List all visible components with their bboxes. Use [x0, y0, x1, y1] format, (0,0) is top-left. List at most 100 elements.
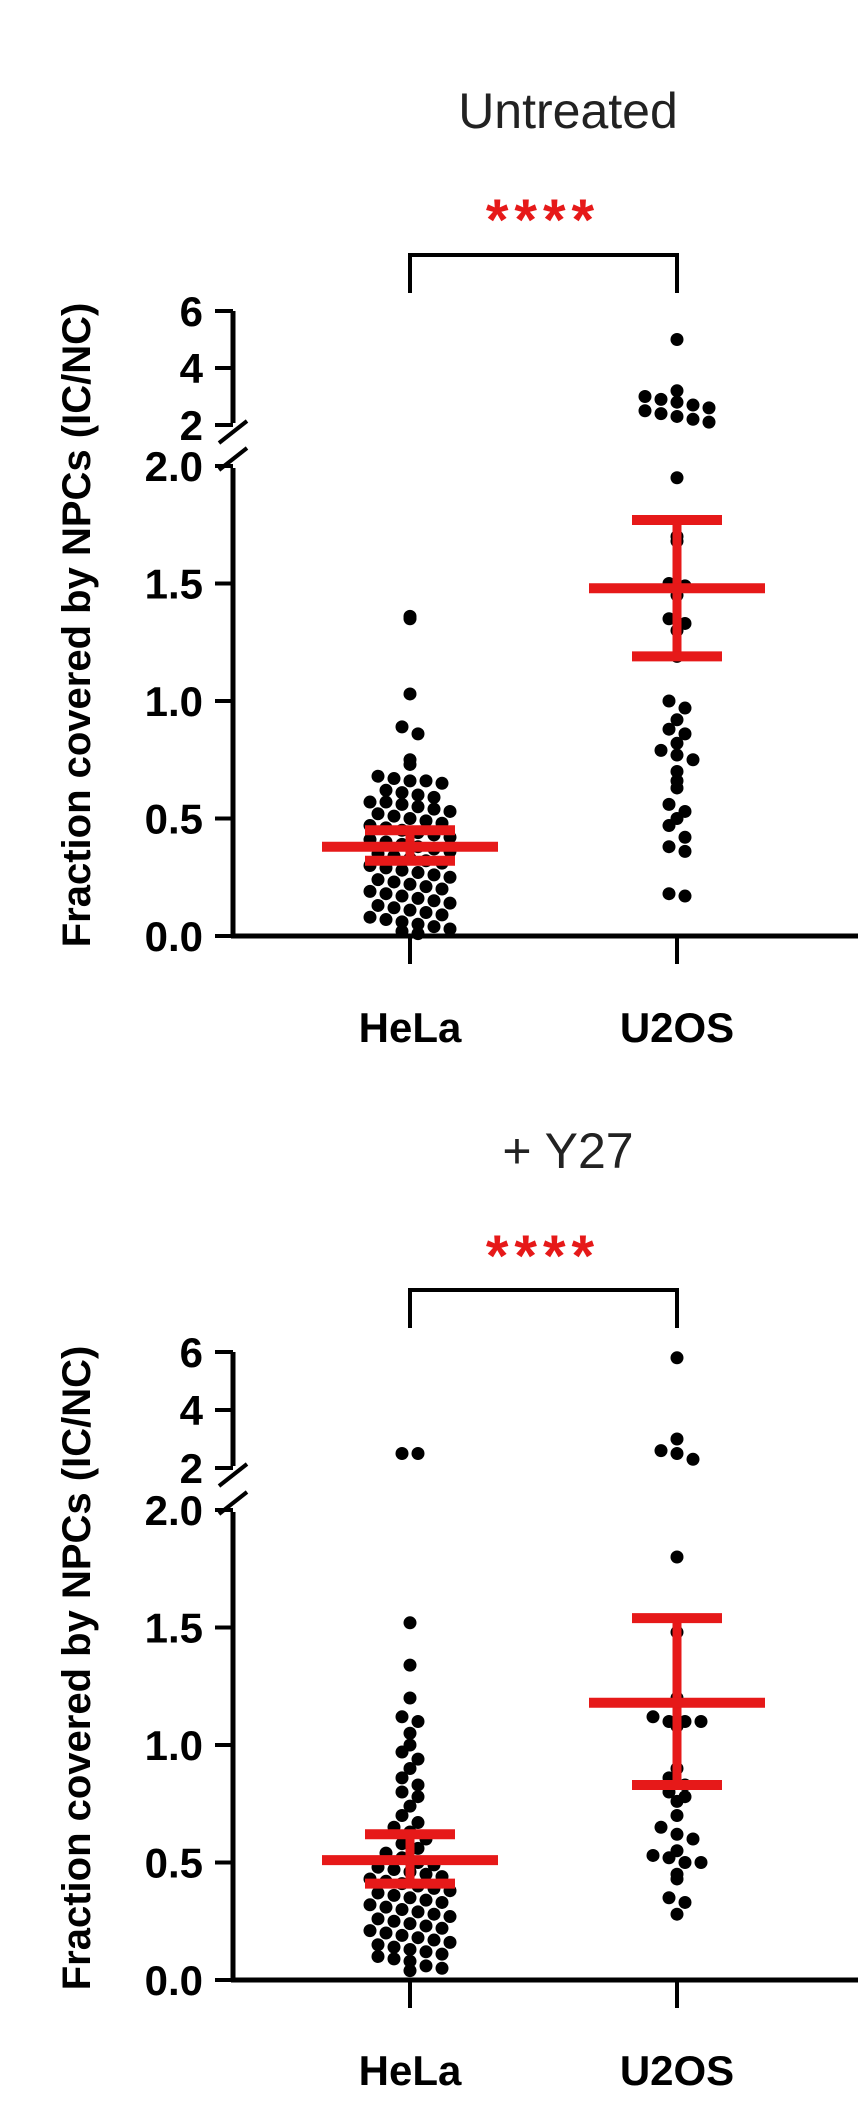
data-point-hela — [403, 1616, 417, 1630]
data-point-u2os — [678, 889, 692, 903]
data-point-hela — [411, 1790, 425, 1804]
data-point-hela — [411, 1816, 425, 1830]
data-point-hela — [395, 924, 409, 938]
data-point-hela — [363, 884, 377, 898]
data-point-hela — [435, 882, 449, 896]
y-tick-label: 4 — [180, 1387, 204, 1434]
data-point-hela — [419, 1945, 433, 1959]
data-point-hela — [435, 1961, 449, 1975]
data-point-hela — [411, 727, 425, 741]
data-point-hela — [411, 927, 425, 941]
data-point-u2os — [670, 765, 684, 778]
data-point-hela — [427, 920, 441, 934]
data-point-hela — [371, 1938, 385, 1952]
y-tick-label: 2 — [180, 1445, 203, 1492]
data-point-u2os — [686, 1832, 700, 1846]
x-tick-label-u2os: U2OS — [620, 2047, 734, 2094]
y-tick-label: 4 — [180, 345, 204, 392]
data-point-u2os — [670, 781, 684, 795]
data-point-hela — [419, 906, 433, 919]
y-tick-label: 0.0 — [145, 1957, 203, 2004]
data-point-u2os — [654, 407, 668, 421]
data-point-hela — [435, 776, 449, 790]
data-point-hela — [427, 802, 441, 816]
data-point-hela — [395, 1447, 409, 1460]
data-point-hela — [427, 1933, 441, 1947]
y-axis-label: Fraction covered by NPCs (IC/NC) — [55, 1346, 99, 1991]
data-point-u2os — [670, 471, 684, 485]
significance-bracket — [408, 1288, 679, 1328]
data-point-hela — [435, 908, 449, 922]
data-point-hela — [419, 1919, 433, 1933]
data-point-u2os — [670, 333, 684, 346]
y-tick-label: 2 — [180, 402, 203, 449]
data-point-hela — [395, 786, 409, 800]
data-point-u2os — [678, 844, 692, 858]
data-point-u2os — [638, 404, 652, 418]
data-point-hela — [387, 1888, 401, 1902]
data-point-hela — [443, 896, 457, 910]
data-point-hela — [419, 814, 433, 828]
data-point-u2os — [670, 1432, 684, 1446]
data-point-hela — [411, 800, 425, 814]
data-point-hela — [395, 1745, 409, 1759]
data-point-u2os — [670, 395, 684, 409]
data-point-hela — [395, 1928, 409, 1942]
significance-bracket — [408, 253, 679, 293]
data-point-u2os — [646, 1710, 660, 1724]
data-point-u2os — [678, 1895, 692, 1909]
data-point-hela — [379, 1926, 393, 1940]
data-point-hela — [387, 1863, 401, 1877]
data-point-hela — [395, 1903, 409, 1916]
data-point-u2os — [662, 1851, 676, 1865]
data-point-u2os — [670, 1550, 684, 1564]
data-point-hela — [403, 1726, 417, 1740]
data-point-u2os — [678, 701, 692, 715]
data-point-hela — [419, 1959, 433, 1973]
data-point-hela — [371, 898, 385, 912]
x-tick-label-hela: HeLa — [359, 2047, 462, 2094]
data-point-u2os — [662, 694, 676, 708]
y-tick-label: 1.0 — [145, 1722, 203, 1769]
data-point-hela — [363, 910, 377, 924]
data-point-hela — [419, 880, 433, 894]
data-point-hela — [403, 757, 417, 771]
data-point-u2os — [678, 1856, 692, 1869]
data-point-u2os — [670, 1794, 684, 1808]
chart-title: Untreated — [458, 83, 678, 139]
axis-break-mark — [217, 1462, 249, 1488]
data-point-hela — [443, 870, 457, 884]
data-point-hela — [395, 1710, 409, 1724]
data-point-hela — [443, 1910, 457, 1924]
data-point-hela — [435, 1895, 449, 1909]
y-tick-label: 6 — [180, 288, 203, 335]
data-point-u2os — [670, 1827, 684, 1841]
data-point-hela — [427, 1907, 441, 1921]
data-point-hela — [395, 915, 409, 929]
data-point-hela — [403, 687, 417, 701]
data-point-hela — [395, 797, 409, 811]
data-point-u2os — [654, 1820, 668, 1834]
data-point-hela — [395, 1837, 409, 1851]
y-tick-label: 1.5 — [145, 1605, 203, 1652]
data-point-hela — [395, 1785, 409, 1799]
data-point-hela — [379, 795, 393, 809]
data-point-u2os — [670, 713, 684, 727]
data-point-hela — [395, 720, 409, 734]
data-point-hela — [403, 877, 417, 891]
y-tick-label: 0.5 — [145, 796, 203, 843]
y-tick-label: 1.5 — [145, 561, 203, 608]
data-point-hela — [387, 1914, 401, 1928]
data-point-hela — [371, 1912, 385, 1926]
data-point-hela — [387, 809, 401, 823]
data-point-hela — [411, 1778, 425, 1792]
data-point-hela — [395, 889, 409, 903]
y-tick-label: 2.0 — [145, 443, 203, 490]
data-point-u2os — [670, 384, 684, 398]
data-point-hela — [387, 772, 401, 786]
data-point-hela — [411, 891, 425, 905]
data-point-u2os — [670, 1872, 684, 1886]
data-point-hela — [443, 922, 457, 936]
data-point-hela — [403, 1917, 417, 1931]
